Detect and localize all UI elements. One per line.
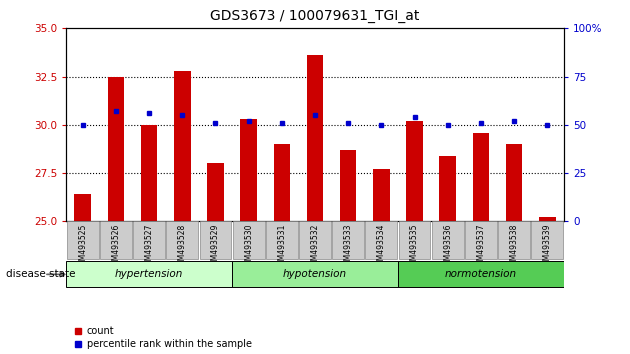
FancyBboxPatch shape <box>398 261 564 287</box>
FancyBboxPatch shape <box>200 221 231 259</box>
FancyBboxPatch shape <box>67 221 99 259</box>
Bar <box>141 125 158 354</box>
Bar <box>174 71 191 354</box>
Bar <box>539 217 556 354</box>
FancyBboxPatch shape <box>232 221 265 259</box>
Text: hypotension: hypotension <box>283 269 347 279</box>
Text: GSM493538: GSM493538 <box>510 224 518 270</box>
FancyBboxPatch shape <box>166 221 198 259</box>
FancyBboxPatch shape <box>266 221 298 259</box>
Text: GSM493526: GSM493526 <box>112 224 120 270</box>
Text: GSM493534: GSM493534 <box>377 224 386 270</box>
Bar <box>472 132 489 354</box>
FancyBboxPatch shape <box>100 221 132 259</box>
Text: GSM493530: GSM493530 <box>244 224 253 270</box>
Text: GSM493525: GSM493525 <box>78 224 87 270</box>
FancyBboxPatch shape <box>399 221 430 259</box>
Bar <box>506 144 522 354</box>
Text: GSM493533: GSM493533 <box>344 224 353 270</box>
FancyBboxPatch shape <box>365 221 398 259</box>
FancyBboxPatch shape <box>332 221 364 259</box>
FancyBboxPatch shape <box>498 221 530 259</box>
Bar <box>406 121 423 354</box>
Text: normotension: normotension <box>445 269 517 279</box>
Text: GSM493539: GSM493539 <box>543 224 552 270</box>
FancyBboxPatch shape <box>299 221 331 259</box>
Text: GSM493528: GSM493528 <box>178 224 186 270</box>
Legend: count, percentile rank within the sample: count, percentile rank within the sample <box>74 326 252 349</box>
Bar <box>307 55 323 354</box>
FancyBboxPatch shape <box>531 221 563 259</box>
FancyBboxPatch shape <box>66 261 232 287</box>
Bar <box>373 169 389 354</box>
FancyBboxPatch shape <box>432 221 464 259</box>
Bar <box>207 163 224 354</box>
Bar <box>340 150 357 354</box>
Text: GSM493527: GSM493527 <box>145 224 154 270</box>
Text: GSM493536: GSM493536 <box>444 224 452 270</box>
Text: GSM493537: GSM493537 <box>476 224 485 270</box>
FancyBboxPatch shape <box>232 261 398 287</box>
Text: GDS3673 / 100079631_TGI_at: GDS3673 / 100079631_TGI_at <box>210 9 420 23</box>
FancyBboxPatch shape <box>465 221 497 259</box>
Bar <box>440 156 456 354</box>
Text: GSM493535: GSM493535 <box>410 224 419 270</box>
Text: GSM493529: GSM493529 <box>211 224 220 270</box>
Text: disease state: disease state <box>6 269 76 279</box>
Text: hypertension: hypertension <box>115 269 183 279</box>
FancyBboxPatch shape <box>133 221 165 259</box>
Bar <box>273 144 290 354</box>
Bar <box>240 119 257 354</box>
Bar <box>74 194 91 354</box>
Text: GSM493531: GSM493531 <box>277 224 286 270</box>
Bar <box>108 76 124 354</box>
Text: GSM493532: GSM493532 <box>311 224 319 270</box>
